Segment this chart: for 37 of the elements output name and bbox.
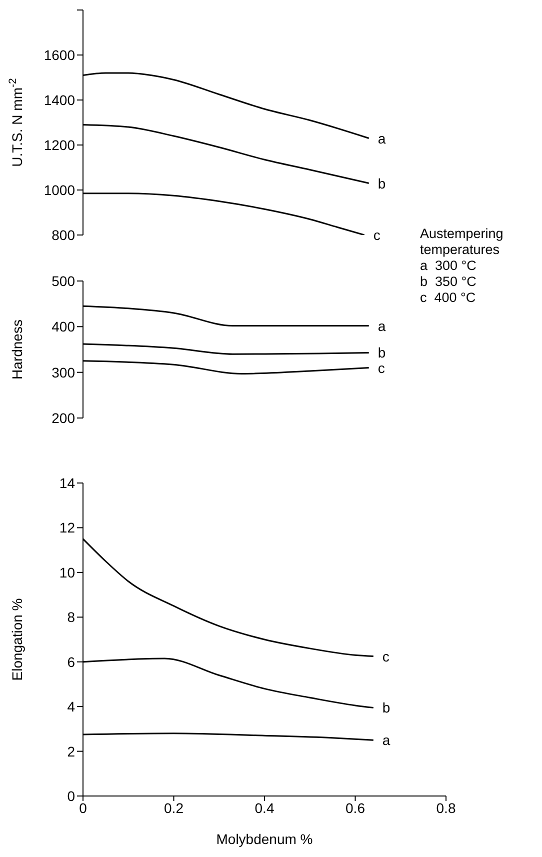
y-tick-label: 8 — [67, 609, 76, 626]
x-tick-label: 0 — [79, 800, 88, 816]
y-tick-label: 500 — [52, 272, 76, 289]
series-label: a — [378, 130, 386, 146]
y-tick-label: 0 — [67, 788, 76, 804]
series-label: b — [378, 175, 386, 192]
y-tick-label: 2 — [67, 743, 76, 760]
series-label: c — [382, 648, 390, 664]
series-label: c — [373, 227, 380, 243]
x-axis-title: Molybdenum % — [216, 831, 313, 847]
y-tick-label: 14 — [59, 474, 76, 491]
y-tick-label: 400 — [52, 318, 76, 335]
y-tick-label: 4 — [67, 698, 76, 715]
y-tick-label: 1200 — [44, 136, 76, 153]
series-label: b — [382, 700, 390, 716]
y-axis-title: Elongation % — [9, 598, 25, 681]
series-label: c — [378, 360, 385, 376]
y-tick-label: 300 — [52, 364, 76, 380]
x-tick-label: 0.2 — [164, 800, 184, 816]
annotation: c 400 °C — [420, 290, 477, 306]
x-tick-label: 0.6 — [346, 800, 366, 816]
y-tick-label: 1400 — [44, 92, 76, 108]
y-tick-label: 12 — [59, 520, 76, 536]
y-tick-label: 1000 — [44, 182, 76, 198]
series-label: b — [378, 344, 386, 361]
y-axis-title: Hardness — [9, 320, 25, 380]
y-tick-label: 6 — [67, 654, 76, 670]
y-tick-label: 200 — [52, 410, 76, 426]
x-tick-label: 0.8 — [436, 800, 456, 816]
y-tick-label: 1600 — [44, 46, 76, 63]
text: a 300 °C — [420, 258, 478, 274]
y-tick-label: 10 — [59, 564, 76, 580]
series-label: a — [378, 318, 386, 334]
annotation: b 350 °C — [420, 274, 478, 290]
y-tick-label: 800 — [52, 226, 76, 243]
x-tick-label: 0.4 — [254, 800, 274, 816]
series-label: a — [382, 732, 390, 748]
